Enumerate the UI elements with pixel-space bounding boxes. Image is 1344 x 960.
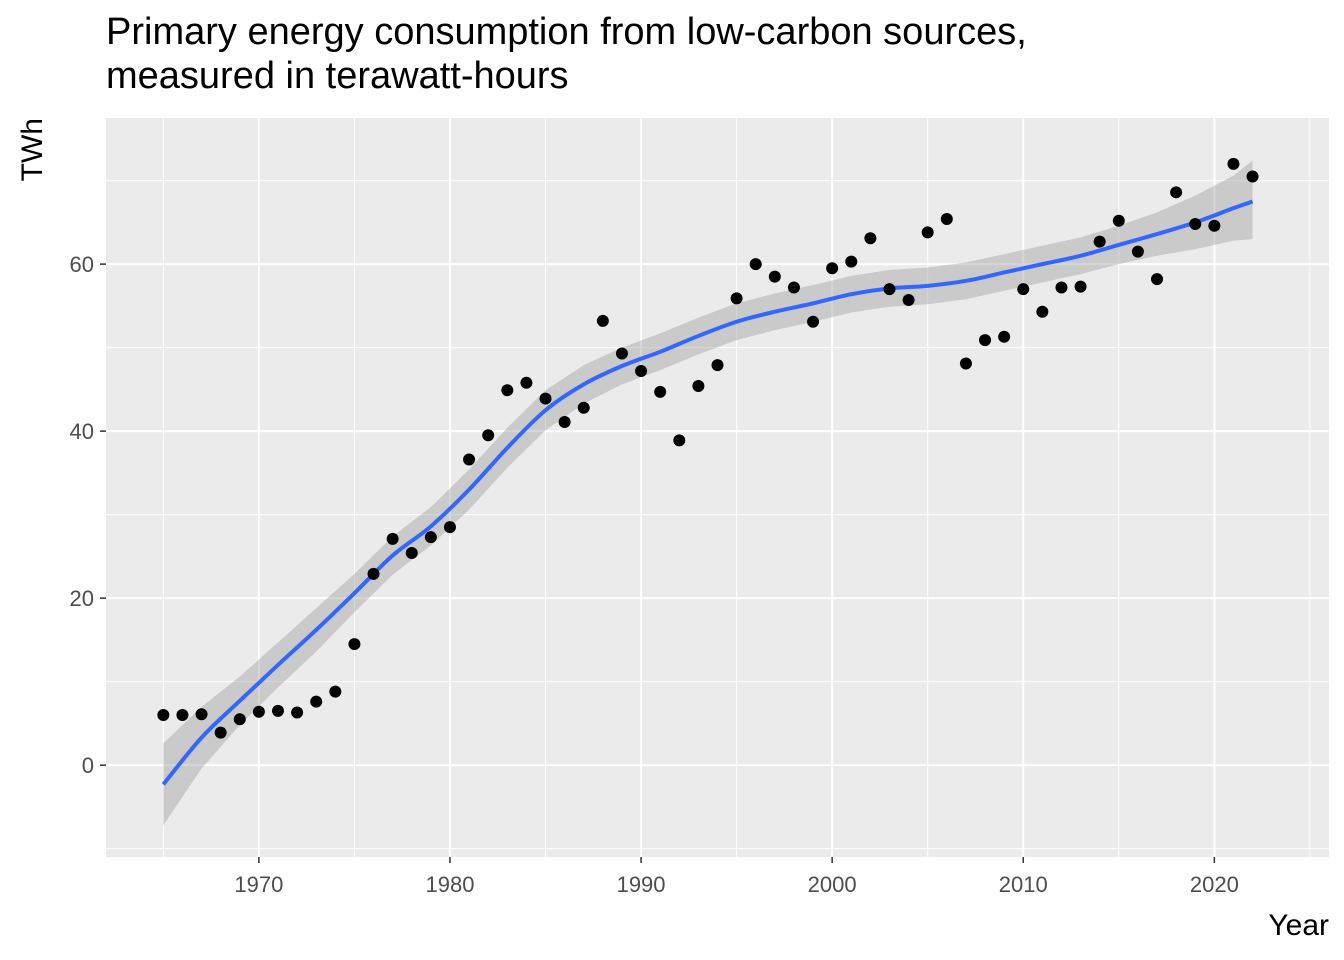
data-point	[730, 292, 743, 305]
data-point	[558, 415, 571, 428]
x-axis: 1970 1980 1990 2000 2010 2020	[234, 857, 1239, 897]
data-point	[539, 392, 552, 405]
data-point	[157, 709, 170, 722]
data-point	[673, 434, 686, 447]
data-point	[979, 334, 992, 347]
data-point	[443, 521, 456, 534]
data-point	[329, 685, 342, 698]
chart-title-line-2: measured in terawatt-hours	[106, 55, 569, 97]
data-point	[195, 708, 208, 721]
data-point	[1208, 219, 1221, 232]
data-point	[1246, 170, 1259, 183]
data-point	[367, 567, 380, 580]
data-point	[1017, 283, 1030, 296]
y-tick-label: 40	[70, 419, 94, 444]
x-tick-label: 1990	[617, 872, 666, 897]
data-point	[749, 258, 762, 271]
y-axis-title: TWh	[16, 118, 49, 181]
data-point	[1112, 214, 1125, 227]
data-point	[482, 429, 495, 442]
data-point	[711, 359, 724, 372]
data-point	[1189, 218, 1202, 231]
y-axis: 0 20 40 60	[70, 252, 106, 778]
data-point	[826, 262, 839, 275]
confidence-band	[163, 160, 1253, 826]
data-point	[1131, 245, 1144, 258]
data-point	[214, 726, 227, 739]
data-point	[424, 531, 437, 544]
minor-gridlines	[106, 118, 1329, 857]
data-points	[157, 157, 1259, 739]
data-point	[902, 294, 915, 307]
data-point	[1055, 281, 1068, 294]
data-point	[386, 532, 399, 545]
chart-title: Primary energy consumption from low-carb…	[106, 10, 1027, 98]
smooth-trend-line	[161, 199, 1254, 786]
data-point	[692, 380, 705, 393]
data-point	[463, 453, 476, 466]
data-point	[233, 713, 246, 726]
data-point	[252, 705, 265, 718]
data-point	[596, 314, 609, 327]
data-point	[635, 365, 648, 378]
data-point	[768, 270, 781, 283]
major-gridlines	[106, 118, 1329, 857]
data-point	[310, 695, 323, 708]
data-point	[883, 283, 896, 296]
data-point	[501, 384, 514, 397]
data-point	[291, 706, 304, 719]
data-point	[615, 347, 628, 360]
data-point	[921, 226, 934, 239]
x-axis-title: Year	[1268, 909, 1329, 942]
data-point	[845, 255, 858, 268]
data-point	[1036, 305, 1049, 318]
y-tick-label: 0	[82, 753, 94, 778]
data-point	[807, 315, 820, 328]
x-tick-label: 2000	[808, 872, 857, 897]
data-point	[864, 232, 877, 245]
x-tick-label: 1980	[425, 872, 474, 897]
x-tick-label: 2010	[999, 872, 1048, 897]
data-point	[176, 709, 189, 722]
data-point	[654, 385, 667, 398]
y-tick-label: 60	[70, 252, 94, 277]
chart-title-line-1: Primary energy consumption from low-carb…	[106, 11, 1027, 53]
y-tick-label: 20	[70, 586, 94, 611]
data-point	[348, 638, 361, 651]
data-point	[1170, 186, 1183, 199]
data-point	[1151, 273, 1164, 286]
x-tick-label: 1970	[234, 872, 283, 897]
data-point	[787, 281, 800, 294]
data-point	[271, 704, 284, 717]
data-point	[1074, 280, 1087, 293]
data-point	[1093, 235, 1106, 248]
data-point	[405, 547, 418, 560]
data-point	[940, 213, 953, 226]
data-point	[959, 357, 972, 370]
data-point	[577, 401, 590, 414]
data-point	[520, 376, 533, 389]
data-point	[1227, 157, 1240, 170]
x-tick-label: 2020	[1190, 872, 1239, 897]
data-point	[998, 330, 1011, 343]
